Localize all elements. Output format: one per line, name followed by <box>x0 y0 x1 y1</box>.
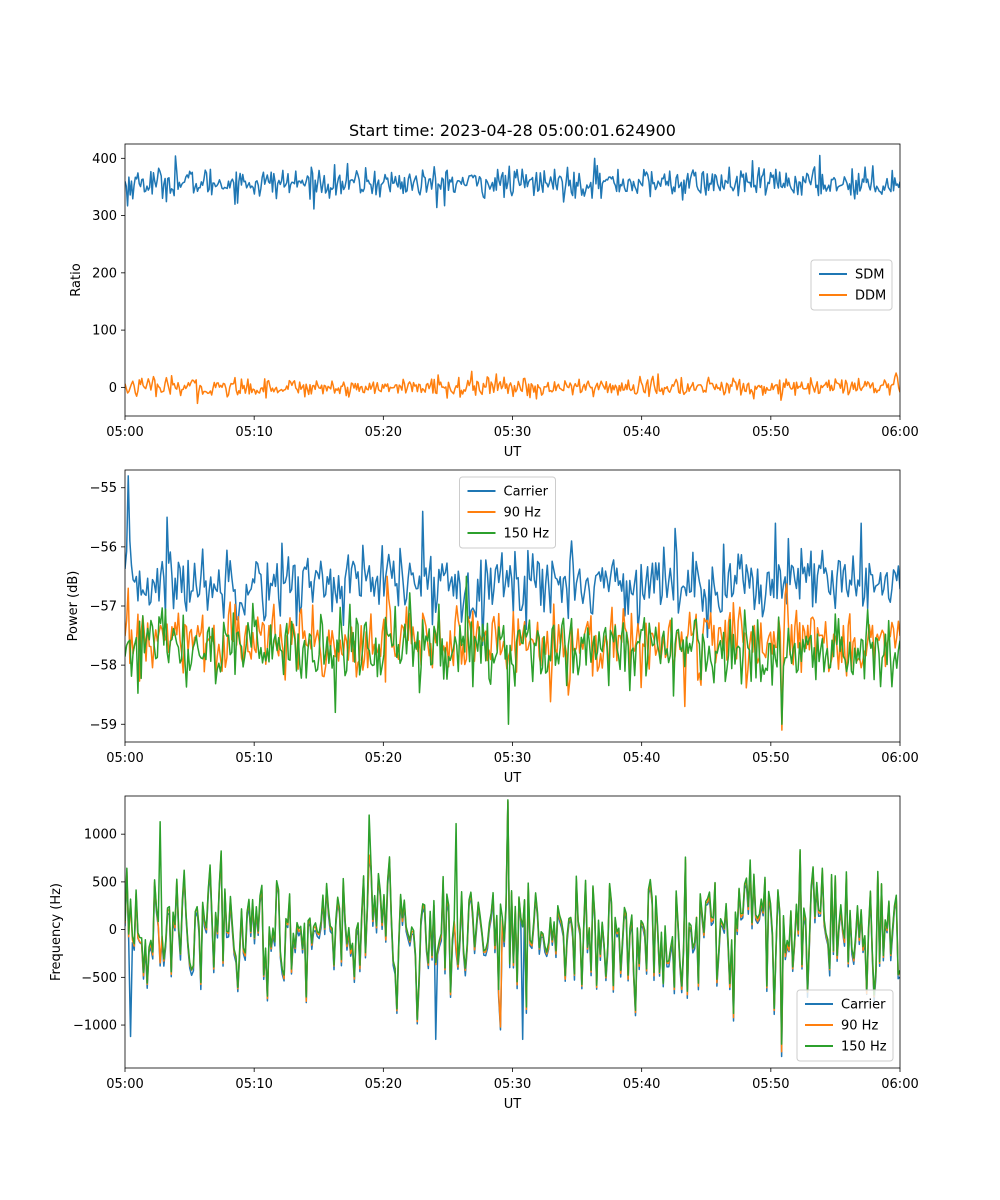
frequency-y-tick-label: 500 <box>92 875 117 890</box>
ratio-x-tick-label: 05:00 <box>106 425 143 440</box>
ratio-y-tick-label: 200 <box>92 266 117 281</box>
power-x-tick-label: 05:10 <box>235 751 272 766</box>
ratio-y-tick-label: 300 <box>92 209 117 224</box>
ratio-x-tick-label: 05:20 <box>365 425 402 440</box>
ratio-y-tick-label: 0 <box>109 381 117 396</box>
ratio-x-axis-label: UT <box>504 445 522 460</box>
ratio-legend-box <box>810 259 893 311</box>
power-legend-box <box>459 476 556 549</box>
frequency-legend-label: 150 Hz <box>841 1040 887 1055</box>
power-x-tick-label: 05:00 <box>106 751 143 766</box>
power-series-150-hz <box>125 575 900 726</box>
ratio-series-ddm <box>125 370 900 405</box>
frequency-y-tick-label: −500 <box>81 971 117 986</box>
power-x-tick-label: 05:30 <box>494 751 531 766</box>
ratio-y-tick-label: 100 <box>92 324 117 339</box>
frequency-panel: 05:00 05:10 05:20 05:30 05:40 05:50 06:00 −1000… <box>49 795 919 1112</box>
frequency-series-150-hz <box>125 799 900 1045</box>
power-x-axis-label: UT <box>504 771 522 786</box>
power-x-tick-label: 06:00 <box>881 751 918 766</box>
ratio-y-axis-label: Ratio <box>69 263 84 296</box>
power-legend-label: 150 Hz <box>504 527 550 542</box>
frequency-series-group <box>125 799 900 1058</box>
frequency-x-tick-label: 05:30 <box>494 1077 531 1092</box>
ratio-panel: 05:00 05:10 05:20 05:30 05:40 05:50 06:00 0 100 2… <box>69 143 919 460</box>
frequency-legend-label: Carrier <box>841 998 886 1013</box>
ratio-x-tick-label: 05:50 <box>752 425 789 440</box>
power-y-tick-label: −56 <box>90 540 117 555</box>
ratio-x-tick-label: 05:40 <box>623 425 660 440</box>
frequency-y-tick-label: 1000 <box>84 828 117 843</box>
ratio-series-sdm <box>125 154 900 210</box>
power-series-group <box>125 475 900 731</box>
ratio-legend-label: SDM <box>855 268 884 283</box>
power-x-tick-label: 05:20 <box>365 751 402 766</box>
frequency-legend-box <box>796 989 894 1062</box>
frequency-x-axis-label: UT <box>504 1097 522 1112</box>
ratio-x-tick-label: 06:00 <box>881 425 918 440</box>
power-panel: 05:00 05:10 05:20 05:30 05:40 05:50 06:00 −59 −5… <box>66 469 919 786</box>
power-x-tick-label: 05:50 <box>752 751 789 766</box>
frequency-y-tick-label: −1000 <box>73 1019 117 1034</box>
frequency-x-tick-label: 06:00 <box>881 1077 918 1092</box>
frequency-x-tick-label: 05:00 <box>106 1077 143 1092</box>
frequency-legend-label: 90 Hz <box>841 1019 878 1034</box>
power-y-tick-label: −58 <box>90 659 117 674</box>
power-y-tick-label: −55 <box>90 481 117 496</box>
ratio-x-tick-label: 05:10 <box>235 425 272 440</box>
ratio-series-group <box>125 154 900 405</box>
power-series-carrier <box>125 475 900 646</box>
power-legend-label: 90 Hz <box>504 506 541 521</box>
panels: 05:00 05:10 05:20 05:30 05:40 05:50 06:00 0 100 2… <box>49 143 919 1112</box>
ratio-legend-label: DDM <box>855 289 886 304</box>
chart-title: Start time: 2023-04-28 05:00:01.624900 <box>349 121 676 140</box>
power-legend-label: Carrier <box>504 485 549 500</box>
power-y-tick-label: −59 <box>90 718 117 733</box>
ratio-legend: SDM DDM <box>810 259 893 311</box>
power-y-axis-label: Power (dB) <box>66 571 81 642</box>
ratio-y-tick-label: 400 <box>92 152 117 167</box>
frequency-y-axis-label: Frequency (Hz) <box>49 883 64 981</box>
frequency-legend: Carrier 90 Hz 150 Hz <box>796 989 894 1062</box>
power-series-90-hz <box>125 575 900 731</box>
power-legend: Carrier 90 Hz 150 Hz <box>459 476 556 549</box>
power-x-tick-label: 05:40 <box>623 751 660 766</box>
frequency-x-tick-label: 05:20 <box>365 1077 402 1092</box>
frequency-x-tick-label: 05:10 <box>235 1077 272 1092</box>
frequency-x-tick-label: 05:40 <box>623 1077 660 1092</box>
frequency-x-tick-label: 05:50 <box>752 1077 789 1092</box>
power-y-tick-label: −57 <box>90 600 117 615</box>
frequency-y-tick-label: 0 <box>109 923 117 938</box>
ratio-x-tick-label: 05:30 <box>494 425 531 440</box>
